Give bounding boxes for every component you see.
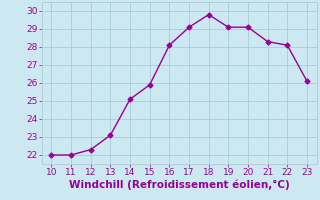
X-axis label: Windchill (Refroidissement éolien,°C): Windchill (Refroidissement éolien,°C) bbox=[69, 180, 290, 190]
